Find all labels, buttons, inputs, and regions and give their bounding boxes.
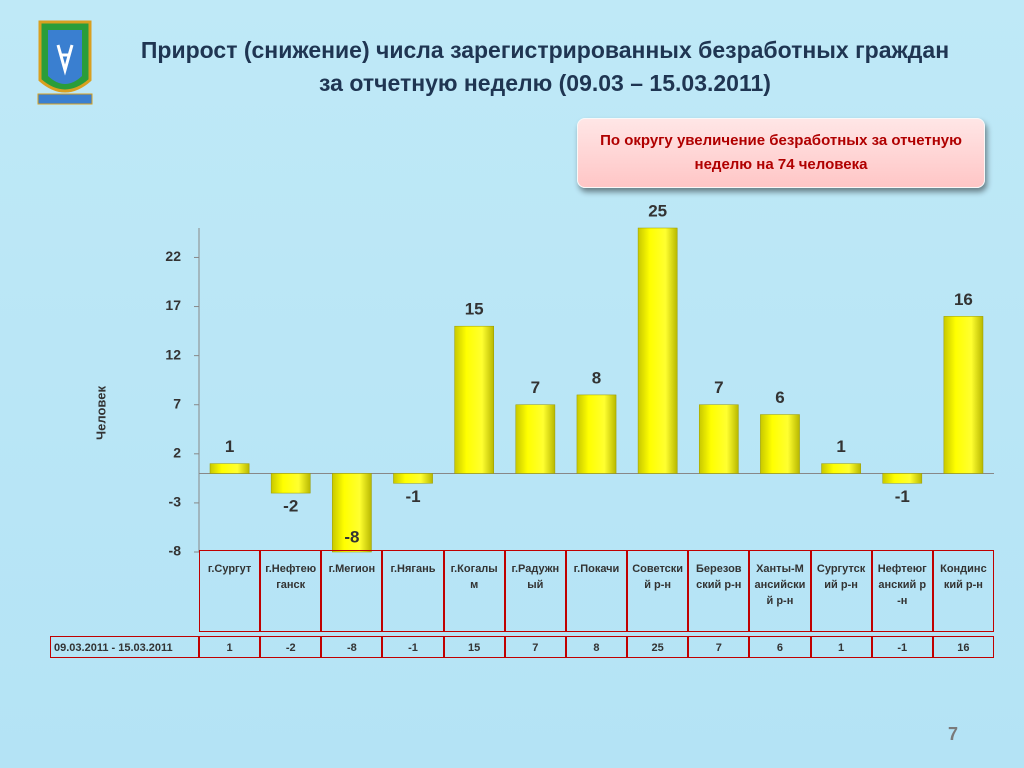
table-value: 15 [443,636,505,658]
table-value: 1 [810,636,872,658]
category-label: г.Сургут [199,550,261,632]
data-label: 7 [531,378,540,397]
data-label: -1 [405,487,420,506]
table-value: 16 [932,636,994,658]
series-name: 09.03.2011 - 15.03.2011 [50,636,199,658]
annotation: По округу увеличение безработных за отче… [577,118,985,188]
category-label: Сургутский р-н [810,550,872,632]
bar [393,473,433,484]
category-label: г.Мегион [321,550,383,632]
bar [943,316,984,474]
category-label: г.Радужный [504,550,566,632]
category-label: г.Нягань [382,550,444,632]
category-label: Ханты-Мансийский р-н [749,550,811,632]
bar [637,227,678,474]
category-label: г.Покачи [565,550,628,632]
category-label: г.Нефтеюганск [260,550,322,632]
table-value: -1 [871,636,933,658]
bar [576,394,617,474]
y-tick-label: -3 [169,494,182,510]
table-value: 6 [749,636,811,658]
bar [454,325,495,474]
title: Прирост (снижение) числа зарегистрирован… [140,37,950,96]
table-value: 25 [627,636,689,658]
data-label: 6 [775,388,784,407]
data-label: 8 [592,368,601,387]
page-number: 7 [948,724,959,744]
bar [821,463,861,474]
data-label: 25 [648,201,667,220]
category-label: Советский р-н [627,550,689,632]
y-tick-label: 7 [173,395,181,411]
data-label: 16 [954,290,973,309]
data-label: -2 [283,497,298,516]
bar [698,404,739,474]
y-tick-label: 17 [165,297,181,313]
y-tick-label: 12 [165,346,181,362]
table-value: 7 [688,636,750,658]
logo [37,20,93,105]
table-value: -1 [382,636,444,658]
bar [270,473,311,494]
data-label: 15 [465,300,484,319]
table-value: 1 [199,636,261,658]
y-tick-label: -8 [169,543,182,559]
y-axis-label: Человек [93,386,108,440]
bar [760,414,800,474]
table-value: 8 [565,636,628,658]
bar [515,404,556,474]
table-value: -8 [321,636,383,658]
category-label: Березовский р-н [688,550,750,632]
category-label: Кондинский р-н [932,550,994,632]
data-label: -1 [895,487,910,506]
table-value: 7 [504,636,566,658]
y-tick-label: 2 [173,445,181,461]
bar [882,473,923,484]
bar [332,473,372,553]
data-label: 1 [836,437,845,456]
data-label: 1 [225,437,234,456]
category-label: Нефтеюганский р-н [871,550,933,632]
table-value: -2 [260,636,322,658]
data-label: 7 [714,378,723,397]
data-label: -8 [344,527,359,546]
category-label: г.Когалым [443,550,505,632]
y-tick-label: 22 [165,248,181,264]
bar [209,463,250,474]
